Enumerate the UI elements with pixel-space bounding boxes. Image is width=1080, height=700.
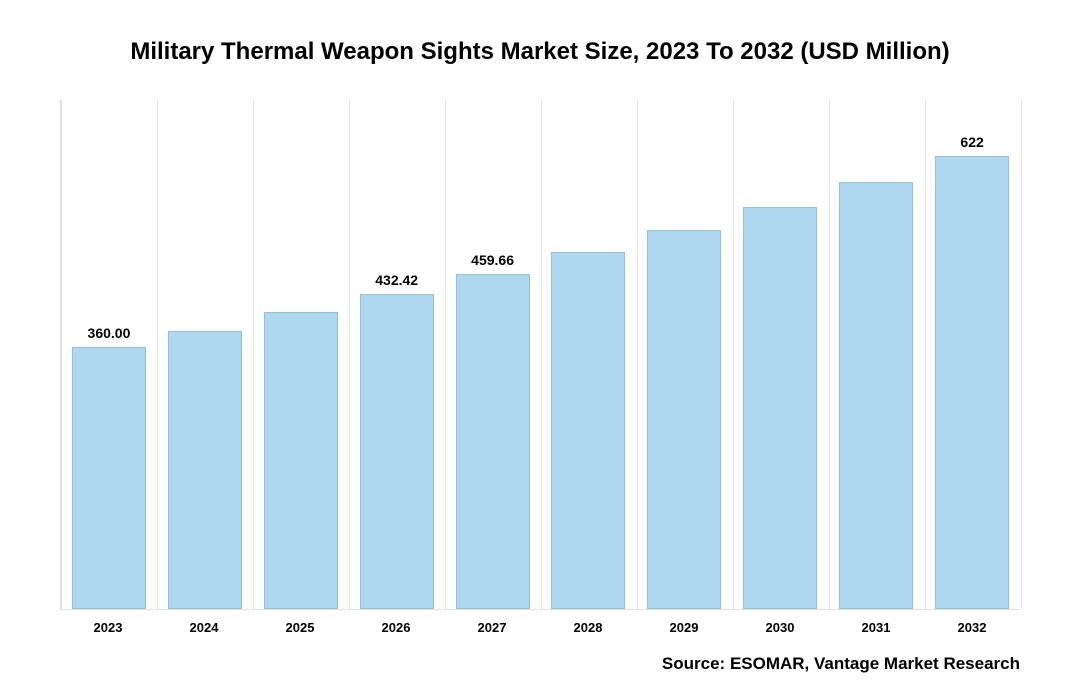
x-tick-label: 2028 — [540, 620, 636, 635]
chart-title: Military Thermal Weapon Sights Market Si… — [0, 38, 1080, 66]
bar — [551, 252, 625, 609]
plot-area: 360.00 432.42 459.66 622 — [60, 100, 1020, 610]
bar — [360, 294, 434, 609]
bar-slot — [828, 100, 924, 609]
bar-slot: 622 — [924, 100, 1020, 609]
bar-value-label: 622 — [960, 134, 983, 150]
x-tick-label: 2024 — [156, 620, 252, 635]
bar-value-label: 432.42 — [375, 272, 418, 288]
bar-slot — [636, 100, 732, 609]
bar — [935, 156, 1009, 609]
bar-slot — [253, 100, 349, 609]
bar — [839, 182, 913, 609]
x-tick-label: 2026 — [348, 620, 444, 635]
gridline — [1021, 100, 1022, 609]
bar-value-label: 360.00 — [88, 325, 131, 341]
bar-slot — [541, 100, 637, 609]
bars-row: 360.00 432.42 459.66 622 — [61, 100, 1020, 609]
bar — [72, 347, 146, 609]
bar-value-label: 459.66 — [471, 252, 514, 268]
source-text: Source: ESOMAR, Vantage Market Research — [662, 654, 1020, 674]
bar — [264, 312, 338, 609]
x-tick-label: 2030 — [732, 620, 828, 635]
bar-slot — [732, 100, 828, 609]
bar — [647, 230, 721, 609]
bar — [743, 207, 817, 609]
bar-slot: 459.66 — [445, 100, 541, 609]
bar — [168, 331, 242, 609]
x-tick-label: 2027 — [444, 620, 540, 635]
x-tick-label: 2023 — [60, 620, 156, 635]
x-tick-label: 2031 — [828, 620, 924, 635]
x-tick-label: 2029 — [636, 620, 732, 635]
bar-slot: 432.42 — [349, 100, 445, 609]
x-tick-label: 2032 — [924, 620, 1020, 635]
x-axis: 2023202420252026202720282029203020312032 — [60, 620, 1020, 635]
bar — [456, 274, 530, 609]
bar-slot: 360.00 — [61, 100, 157, 609]
x-tick-label: 2025 — [252, 620, 348, 635]
bar-slot — [157, 100, 253, 609]
